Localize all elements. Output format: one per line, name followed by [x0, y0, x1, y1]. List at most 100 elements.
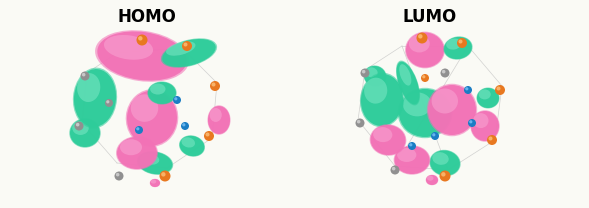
Ellipse shape	[160, 171, 170, 182]
Text: LUMO: LUMO	[403, 8, 457, 26]
Ellipse shape	[444, 36, 472, 60]
Ellipse shape	[370, 125, 405, 155]
Ellipse shape	[161, 38, 217, 68]
Ellipse shape	[473, 113, 488, 128]
Ellipse shape	[427, 84, 477, 136]
Ellipse shape	[397, 148, 416, 162]
Ellipse shape	[432, 133, 435, 136]
Ellipse shape	[125, 89, 178, 147]
Ellipse shape	[409, 35, 430, 52]
Ellipse shape	[138, 36, 143, 41]
Ellipse shape	[181, 137, 195, 147]
Ellipse shape	[439, 171, 451, 182]
Ellipse shape	[432, 88, 458, 114]
Ellipse shape	[427, 176, 434, 181]
Ellipse shape	[366, 67, 378, 77]
Ellipse shape	[399, 89, 451, 137]
Ellipse shape	[432, 152, 449, 165]
Ellipse shape	[114, 172, 124, 181]
Ellipse shape	[70, 119, 100, 147]
Ellipse shape	[140, 153, 159, 165]
Ellipse shape	[147, 82, 177, 105]
Ellipse shape	[442, 70, 445, 73]
Ellipse shape	[416, 32, 428, 43]
Ellipse shape	[477, 88, 499, 109]
Ellipse shape	[77, 73, 100, 102]
Ellipse shape	[409, 143, 412, 146]
Ellipse shape	[426, 175, 438, 185]
Ellipse shape	[182, 41, 192, 51]
Ellipse shape	[479, 89, 491, 99]
Ellipse shape	[207, 105, 230, 135]
Ellipse shape	[370, 124, 406, 156]
Ellipse shape	[184, 42, 187, 47]
Ellipse shape	[405, 32, 445, 68]
Text: HOMO: HOMO	[118, 8, 177, 26]
Ellipse shape	[182, 123, 186, 126]
Ellipse shape	[364, 66, 386, 86]
Ellipse shape	[179, 135, 205, 157]
Ellipse shape	[151, 180, 156, 184]
Ellipse shape	[137, 151, 173, 175]
Ellipse shape	[138, 152, 173, 174]
Ellipse shape	[391, 166, 399, 175]
Ellipse shape	[444, 37, 472, 59]
Ellipse shape	[431, 132, 439, 140]
Ellipse shape	[76, 123, 80, 126]
Ellipse shape	[422, 75, 425, 78]
Ellipse shape	[398, 88, 452, 138]
Ellipse shape	[408, 142, 416, 150]
Ellipse shape	[74, 69, 116, 127]
Ellipse shape	[406, 32, 444, 68]
Ellipse shape	[393, 145, 431, 175]
Ellipse shape	[181, 122, 189, 130]
Ellipse shape	[73, 68, 117, 128]
Ellipse shape	[399, 64, 411, 86]
Ellipse shape	[361, 74, 403, 126]
Ellipse shape	[392, 167, 395, 170]
Ellipse shape	[362, 70, 365, 73]
Ellipse shape	[488, 136, 492, 140]
Ellipse shape	[446, 38, 461, 50]
Ellipse shape	[137, 35, 147, 46]
Ellipse shape	[70, 118, 101, 148]
Ellipse shape	[136, 127, 140, 130]
Ellipse shape	[105, 99, 113, 107]
Ellipse shape	[106, 100, 110, 103]
Ellipse shape	[206, 132, 210, 136]
Ellipse shape	[430, 150, 460, 176]
Ellipse shape	[81, 72, 90, 80]
Ellipse shape	[428, 85, 476, 135]
Ellipse shape	[208, 106, 230, 134]
Ellipse shape	[418, 34, 422, 38]
Ellipse shape	[150, 179, 160, 187]
Ellipse shape	[477, 88, 499, 108]
Ellipse shape	[150, 179, 160, 187]
Ellipse shape	[150, 84, 166, 95]
Ellipse shape	[357, 120, 360, 124]
Ellipse shape	[468, 119, 476, 127]
Ellipse shape	[441, 172, 445, 177]
Ellipse shape	[396, 62, 419, 104]
Ellipse shape	[441, 68, 449, 78]
Ellipse shape	[211, 83, 216, 87]
Ellipse shape	[131, 94, 158, 122]
Ellipse shape	[469, 120, 472, 123]
Ellipse shape	[204, 131, 214, 141]
Ellipse shape	[497, 87, 501, 90]
Ellipse shape	[364, 78, 387, 104]
Ellipse shape	[166, 41, 196, 56]
Ellipse shape	[120, 139, 142, 155]
Ellipse shape	[174, 97, 177, 100]
Ellipse shape	[360, 68, 369, 78]
Ellipse shape	[470, 110, 499, 142]
Ellipse shape	[82, 73, 85, 77]
Ellipse shape	[210, 108, 221, 122]
Ellipse shape	[429, 150, 461, 176]
Ellipse shape	[148, 82, 176, 104]
Ellipse shape	[487, 135, 497, 145]
Ellipse shape	[495, 85, 505, 95]
Ellipse shape	[74, 121, 84, 130]
Ellipse shape	[458, 40, 462, 43]
Ellipse shape	[426, 175, 438, 185]
